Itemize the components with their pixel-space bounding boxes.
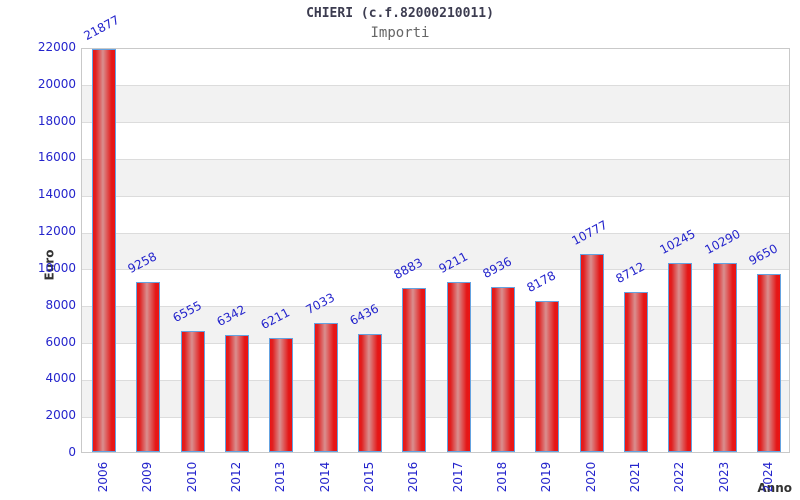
- x-tick-label: 2015: [362, 461, 377, 493]
- gridline: [82, 379, 789, 381]
- gridline: [82, 343, 789, 345]
- y-tick-label: 22000: [37, 40, 76, 54]
- x-tick-label: 2020: [583, 461, 598, 493]
- bar: [623, 292, 648, 452]
- gridline: [82, 269, 789, 271]
- x-tick-label: 2014: [317, 461, 332, 493]
- bar: [225, 335, 250, 452]
- bar: [136, 282, 161, 452]
- gridline: [82, 195, 789, 197]
- gridline: [82, 85, 789, 87]
- x-tick-label: 2021: [627, 461, 642, 493]
- bar: [535, 301, 560, 452]
- bar: [180, 331, 205, 452]
- x-axis-title: Anno: [757, 481, 792, 495]
- x-tick-label: 2013: [273, 461, 288, 493]
- plot-band: [82, 85, 789, 123]
- bar: [358, 334, 383, 452]
- bar: [92, 49, 117, 452]
- y-tick-label: 6000: [45, 334, 76, 349]
- y-tick-label: 2000: [45, 408, 76, 423]
- bar: [756, 274, 781, 452]
- gridline: [82, 122, 789, 124]
- y-tick-label: 10000: [37, 260, 76, 275]
- x-tick-label: 2024: [760, 461, 775, 493]
- y-tick-label: 16000: [37, 150, 76, 165]
- gridline: [82, 158, 789, 160]
- x-tick-label: 2018: [494, 461, 509, 493]
- x-tick-label: 2012: [229, 461, 244, 493]
- y-tick-label: 18000: [37, 113, 76, 128]
- bar: [313, 323, 338, 452]
- y-tick-label: 14000: [37, 187, 76, 202]
- bar: [490, 287, 515, 452]
- x-tick-label: 2006: [96, 461, 111, 493]
- chart-title: CHIERI (c.f.82000210011): [306, 6, 494, 21]
- x-tick-label: 2010: [184, 461, 199, 493]
- chart-subtitle: Importi: [370, 25, 430, 41]
- x-tick-label: 2016: [406, 461, 421, 493]
- x-tick-label: 2017: [450, 461, 465, 493]
- plot-area: 21877 9258 6555 6342 6211 7033 6436 8883 9211 893…: [81, 13, 790, 453]
- x-tick-label: 2023: [716, 461, 731, 493]
- y-tick-label: 20000: [37, 76, 76, 91]
- bar: [668, 263, 693, 452]
- y-tick-label: 12000: [37, 224, 76, 239]
- bar: [402, 288, 427, 452]
- x-tick-label: 2009: [140, 461, 155, 493]
- bar: [712, 263, 737, 452]
- bar: [446, 282, 471, 452]
- x-tick-label: 2019: [539, 461, 554, 493]
- bar-value-label: 8178: [524, 268, 559, 295]
- y-tick-label: 4000: [45, 371, 76, 386]
- gridline: [82, 232, 789, 234]
- y-tick-label: 0: [68, 445, 76, 459]
- y-tick-label: 8000: [45, 297, 76, 312]
- x-tick-label: 2022: [672, 461, 687, 493]
- bar: [579, 254, 604, 452]
- gridline: [82, 306, 789, 308]
- gridline: [82, 416, 789, 418]
- bar: [269, 338, 294, 452]
- plot-band: [82, 159, 789, 197]
